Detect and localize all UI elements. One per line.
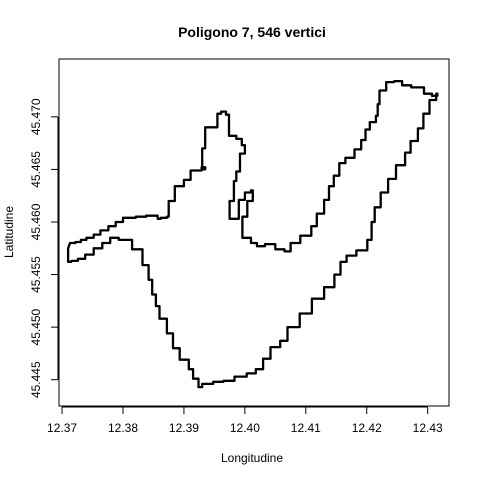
x-tick-label: 12.38	[108, 421, 138, 435]
y-axis-label: Latitudine	[2, 206, 16, 258]
x-tick-label: 12.37	[47, 421, 77, 435]
x-tick-label: 12.41	[291, 421, 321, 435]
y-tick-label: 45.460	[29, 203, 43, 240]
x-tick-label: 12.40	[230, 421, 260, 435]
x-tick-label: 12.43	[413, 421, 443, 435]
x-axis: 12.37 12.38 12.39 12.40 12.41 12.42 12.43	[47, 406, 443, 435]
y-tick-label: 45.445	[29, 361, 43, 398]
x-tick-label: 12.39	[169, 421, 199, 435]
y-tick-label: 45.450	[29, 308, 43, 345]
y-tick-label: 45.455	[29, 256, 43, 293]
plot-frame	[58, 58, 450, 407]
polygon-outline	[66, 79, 439, 389]
y-tick-label: 45.470	[29, 98, 43, 135]
x-axis-label: Longitudine	[221, 451, 283, 465]
y-axis: 45.445 45.450 45.455 45.460 45.465 45.470	[29, 98, 59, 398]
y-tick-label: 45.465	[29, 151, 43, 188]
chart-title: Poligono 7, 546 vertici	[178, 24, 326, 40]
x-tick-label: 12.42	[352, 421, 382, 435]
